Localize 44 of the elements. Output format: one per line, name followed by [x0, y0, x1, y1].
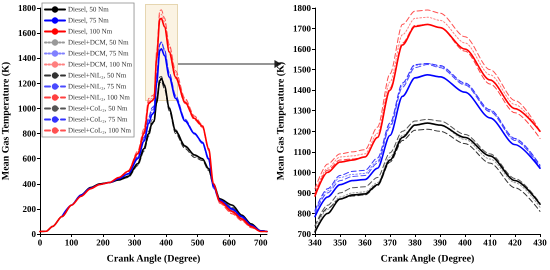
x-tick-label: 600 — [222, 238, 236, 248]
x-tick-label: 420 — [508, 238, 522, 248]
x-tick-label: 430 — [533, 238, 548, 248]
y-tick-label: 1100 — [293, 146, 312, 157]
y-tick-label: 1000 — [293, 167, 312, 178]
x-tick-label: 350 — [333, 238, 348, 248]
y-tick-label: 1400 — [293, 85, 312, 96]
x-tick-label: 200 — [96, 238, 110, 248]
y-tick-label: 200 — [22, 204, 36, 214]
x-tick-label: 0 — [38, 238, 43, 248]
x-tick-label: 300 — [128, 238, 142, 248]
x-tick-label: 370 — [383, 238, 398, 248]
y-axis-title: Mean Gas Temperature (K) — [276, 62, 286, 180]
y-tick-label: 1600 — [293, 44, 312, 54]
y-tick-label: 900 — [298, 188, 312, 198]
y-tick-label: 800 — [298, 208, 312, 218]
y-tick-label: 1800 — [293, 3, 312, 13]
y-tick-label: 0 — [32, 229, 36, 239]
x-tick-label: 400 — [159, 238, 174, 248]
y-axis-title: Mean Gas Temperature (K) — [0, 62, 12, 180]
x-tick-label: 500 — [190, 238, 205, 248]
x-tick-label: 390 — [433, 238, 448, 248]
y-tick-label: 1700 — [293, 24, 312, 34]
y-tick-label: 1200 — [18, 78, 36, 88]
y-tick-label: 1500 — [293, 64, 312, 75]
x-tick-label: 380 — [408, 238, 422, 248]
x-axis-title: Crank Angle (Degree) — [380, 254, 474, 264]
y-tick-label: 1600 — [18, 28, 36, 38]
y-tick-label: 700 — [298, 229, 312, 239]
y-tick-label: 1400 — [18, 53, 36, 64]
y-tick-label: 1000 — [18, 103, 36, 114]
y-tick-label: 1800 — [18, 3, 36, 13]
x-tick-label: 400 — [458, 238, 472, 248]
y-tick-label: 400 — [22, 178, 36, 189]
y-tick-label: 1300 — [293, 106, 312, 116]
x-tick-label: 410 — [483, 238, 498, 248]
y-tick-label: 800 — [22, 128, 36, 139]
x-tick-label: 100 — [64, 238, 79, 248]
x-axis-title: Crank Angle (Degree) — [106, 254, 200, 264]
x-tick-label: 700 — [254, 238, 268, 248]
y-tick-label: 1200 — [293, 126, 312, 136]
x-tick-label: 340 — [308, 238, 322, 248]
y-tick-label: 600 — [22, 154, 36, 164]
x-tick-label: 360 — [358, 238, 372, 248]
